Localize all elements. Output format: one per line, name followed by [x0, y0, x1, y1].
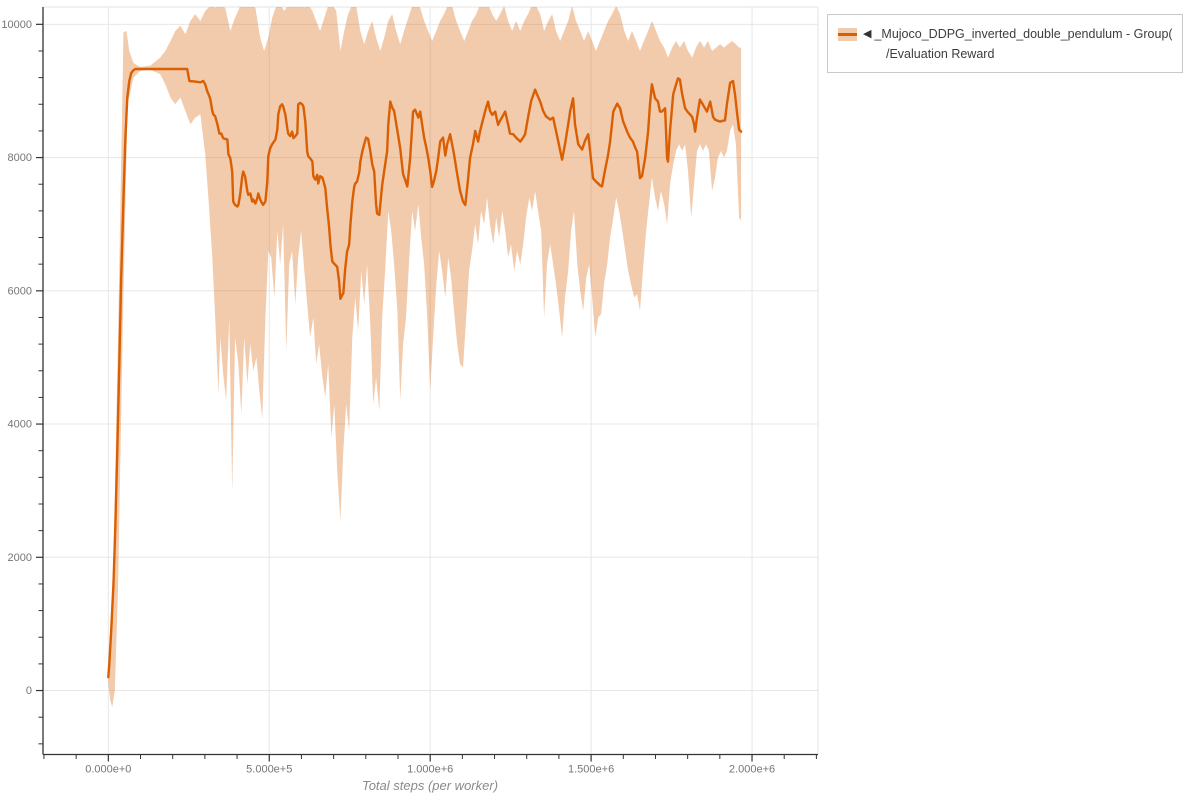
x-tick-label: 0.000e+0: [85, 764, 131, 776]
mean-reward-line[interactable]: [107, 67, 743, 679]
legend[interactable]: ◀ _Mujoco_DDPG_inverted_double_pendulum …: [827, 14, 1183, 73]
x-tick-label: 2.000e+6: [729, 764, 775, 776]
x-tick-label: 1.000e+6: [407, 764, 453, 776]
x-tick-label: 5.000e+5: [246, 764, 292, 776]
legend-label-line1: _Mujoco_DDPG_inverted_double_pendulum - …: [874, 27, 1172, 41]
axis-tick-labels: 0.000e+0 5.000e+5 1.000e+6 1.500e+6 2.000e+6…: [1, 19, 775, 776]
gridlines: [43, 7, 818, 755]
y-tick-label: 8000: [8, 152, 32, 164]
y-tick-label: 10000: [1, 19, 32, 31]
legend-swatch-line-icon: [838, 32, 857, 36]
confidence-band: [108, 7, 742, 708]
legend-swatch-icon: [838, 27, 857, 41]
x-tick-label: 1.500e+6: [568, 764, 614, 776]
y-tick-label: 4000: [8, 419, 32, 431]
y-tick-label: 6000: [8, 285, 32, 297]
x-axis-title: Total steps (per worker): [362, 778, 498, 793]
y-tick-label: 0: [26, 685, 32, 697]
legend-label-line2: /Evaluation Reward: [886, 47, 995, 61]
y-tick-label: 2000: [8, 552, 32, 564]
axis-ticks: [36, 23, 817, 762]
plot-border: [43, 6, 819, 755]
legend-toggle-icon[interactable]: ◀: [863, 28, 872, 40]
series-evaluation-reward[interactable]: [107, 4, 743, 708]
